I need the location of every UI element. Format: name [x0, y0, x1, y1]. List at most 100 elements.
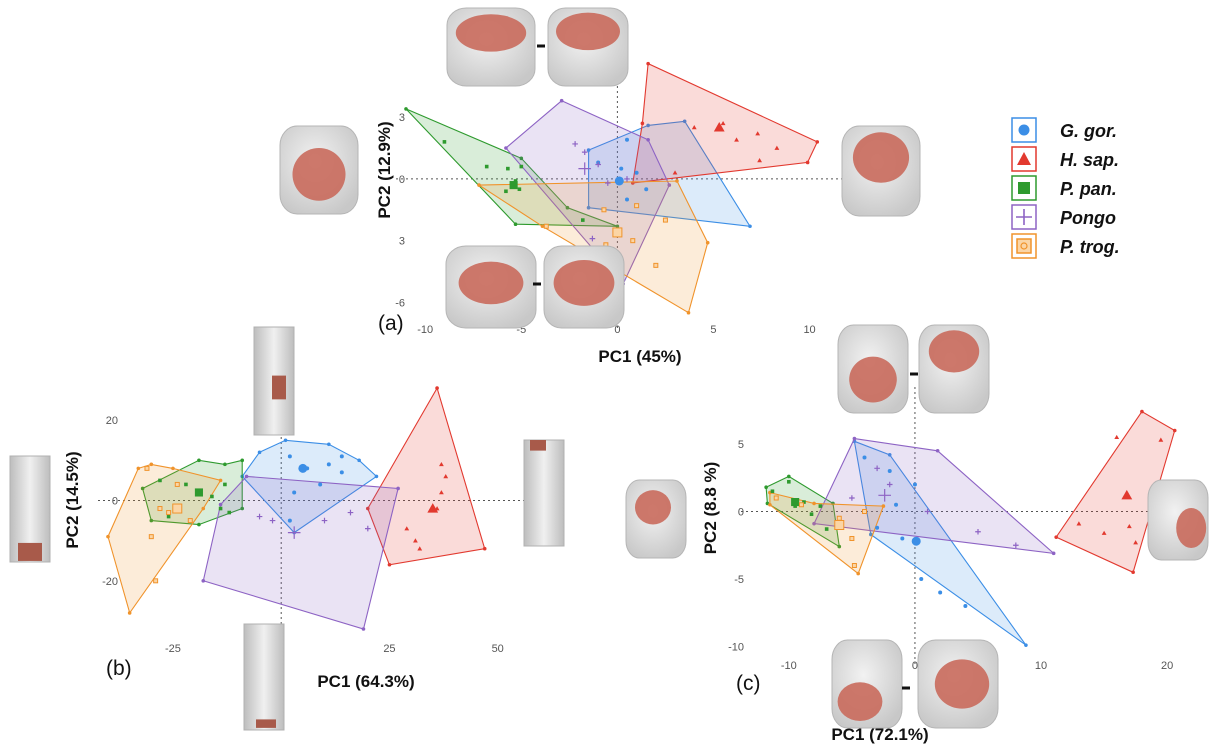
point-p-pan: [519, 164, 524, 169]
point-p-pan: [210, 494, 214, 499]
point-pongo: [572, 141, 578, 147]
mean-p-trog: [834, 520, 845, 530]
vertex-p-pan: [240, 458, 245, 463]
vertex-h-sap: [1140, 409, 1144, 414]
hull-p-trog: [769, 491, 885, 575]
shape-body: [243, 623, 285, 731]
vertex-h-sap: [1054, 535, 1058, 539]
point-pongo: [269, 517, 276, 524]
point-p-trog: [148, 534, 154, 540]
shape-tissue: [455, 14, 527, 52]
boxed-square-inner-icon: [1020, 242, 1028, 250]
point-p-pan: [809, 512, 814, 516]
point-h-sap: [1076, 521, 1082, 526]
hull-p-pan: [141, 459, 243, 526]
point-h-sap: [417, 546, 423, 551]
vertex-p-trog: [127, 611, 132, 615]
y-tick-label: -6: [395, 297, 405, 309]
mean-pongo: [878, 489, 891, 502]
point-pongo: [924, 508, 931, 515]
y-tick-label: 3: [399, 236, 405, 248]
point-p-pan: [223, 482, 227, 487]
legend-label-p-trog: P. trog.: [1060, 237, 1120, 257]
shape-render: [243, 623, 285, 731]
point-pongo: [347, 509, 354, 516]
point-p-trog: [543, 223, 549, 229]
point-p-pan: [802, 500, 806, 504]
hull-p-trog: [107, 463, 222, 615]
shape-render: [279, 125, 359, 215]
point-g-gor: [318, 482, 323, 487]
vertex-p-pan: [140, 486, 145, 491]
vertex-h-sap: [435, 386, 439, 390]
mean-p-pan: [509, 181, 518, 190]
vertex-p-pan: [197, 522, 201, 527]
point-p-trog: [662, 217, 668, 223]
hull-g-gor: [588, 120, 752, 227]
point-g-gor: [887, 469, 892, 473]
vertex-pongo: [244, 474, 249, 479]
vertex-p-trog: [812, 501, 816, 506]
shape-render: [543, 245, 625, 329]
vertex-g-gor: [257, 450, 262, 455]
vertex-pongo: [361, 627, 366, 631]
hull-pongo: [202, 475, 399, 630]
point-p-pan: [504, 189, 508, 194]
vertex-p-trog: [675, 179, 679, 183]
x-axis-label-b: PC1 (64.3%): [317, 672, 414, 691]
legend-item-h-sap: H. sap.: [1011, 146, 1119, 172]
shape-tissue: [934, 659, 990, 709]
panel-b: -2502550200-20 (b) PC1 (64.3%) PC2 (14.5…: [63, 342, 551, 691]
vertex-pongo: [559, 98, 564, 103]
vertex-p-trog: [686, 310, 691, 315]
panel-label-a: (a): [378, 312, 404, 335]
vertex-pongo: [218, 502, 223, 507]
shape-tissue: [928, 330, 980, 373]
point-g-gor: [625, 197, 629, 202]
shape-tissue: [837, 682, 883, 721]
legend-swatch-p-trog: [1011, 233, 1037, 259]
point-p-pan: [442, 140, 447, 144]
legend-item-p-pan: P. pan.: [1011, 175, 1117, 201]
point-h-sap: [413, 538, 418, 543]
x-axis-label-c: PC1 (72.1%): [831, 725, 928, 744]
point-h-sap: [1114, 434, 1120, 440]
mean-p-trog: [172, 503, 183, 514]
point-pongo: [975, 528, 981, 535]
vertex-g-gor: [586, 148, 591, 152]
vertex-g-gor: [869, 532, 873, 537]
vertex-p-trog: [201, 506, 206, 511]
vertex-g-gor: [1024, 643, 1028, 647]
vertex-g-gor: [357, 458, 361, 463]
legend-label-h-sap: H. sap.: [1060, 150, 1119, 170]
point-pongo: [256, 513, 263, 520]
y-tick-label: 3: [399, 112, 405, 124]
vertex-p-pan: [787, 474, 791, 479]
vertex-pongo: [201, 579, 206, 583]
point-p-trog: [851, 563, 857, 568]
legend-label-g-gor: G. gor.: [1060, 121, 1117, 141]
vertex-h-sap: [387, 562, 392, 567]
x-tick-label: -10: [417, 324, 433, 336]
point-p-trog: [849, 536, 855, 541]
shape-renderings: [9, 7, 1209, 731]
point-g-gor: [938, 590, 943, 595]
point-g-gor: [326, 462, 331, 467]
shape-render: [918, 324, 990, 414]
vertex-pongo: [935, 448, 940, 453]
x-tick-label: 10: [803, 324, 815, 336]
point-p-pan: [818, 504, 823, 508]
point-pongo: [365, 525, 371, 532]
vertex-p-pan: [764, 485, 768, 490]
shape-render: [837, 324, 909, 414]
point-g-gor: [963, 604, 968, 608]
plot-area-c: -10 0 10 20 5 0 -5 -10: [728, 387, 1211, 672]
x-tick-label: -25: [165, 643, 181, 655]
point-g-gor: [287, 518, 292, 523]
vertex-p-pan: [404, 107, 408, 111]
panel-c: -10 0 10 20 5 0 -5 -10 (c) PC1 (72.1%) PC2 (8.8…: [701, 387, 1211, 744]
legend: G. gor. H. sap. P. pan. Pongo P. trog.: [1011, 117, 1120, 259]
legend-item-g-gor: G. gor.: [1011, 117, 1117, 143]
vertex-g-gor: [646, 123, 650, 128]
point-p-trog: [601, 207, 607, 213]
